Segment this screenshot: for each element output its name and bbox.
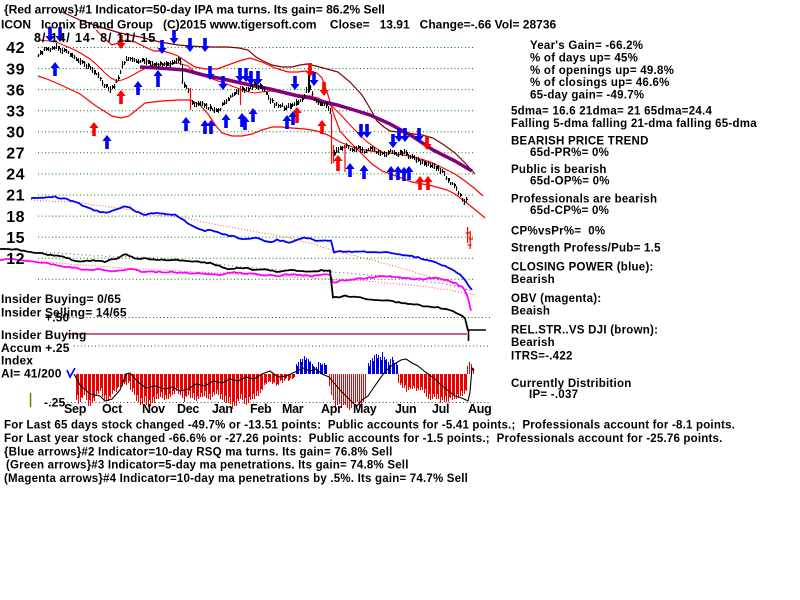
- svg-text:65d-CP%= 0%: 65d-CP%= 0%: [530, 205, 609, 217]
- svg-text:Apr: Apr: [321, 402, 342, 416]
- svg-text:Dec: Dec: [177, 402, 199, 416]
- svg-text:% of openings up= 49.8%: % of openings up= 49.8%: [530, 65, 674, 77]
- svg-text:12: 12: [6, 251, 25, 268]
- svg-text:For Last 65 days stock changed: For Last 65 days stock changed -49.7% or…: [4, 420, 735, 432]
- svg-text:27: 27: [6, 146, 25, 163]
- svg-text:Aug: Aug: [468, 402, 491, 416]
- svg-text:36: 36: [6, 82, 25, 99]
- svg-text:(Magenta arrows}#4 Indicator=1: (Magenta arrows}#4 Indicator=10-day ma p…: [4, 473, 468, 485]
- svg-text:+.50: +.50: [45, 311, 69, 325]
- svg-text:Insider Buying= 0/65: Insider Buying= 0/65: [1, 292, 121, 306]
- svg-text:BEARISH PRICE TREND: BEARISH PRICE TREND: [511, 136, 649, 148]
- svg-text:Insider Selling= 14/65: Insider Selling= 14/65: [1, 306, 127, 320]
- svg-text:(Green arrows}#3 Indicator=5-d: (Green arrows}#3 Indicator=5-day ma pene…: [6, 460, 409, 472]
- svg-text:5dma= 16.6 21dma= 21 65dma=24.: 5dma= 16.6 21dma= 21 65dma=24.4: [511, 106, 713, 118]
- svg-text:% of closings up= 46.6%: % of closings up= 46.6%: [530, 77, 670, 89]
- svg-text:33: 33: [6, 103, 25, 120]
- svg-text:30: 30: [6, 124, 25, 141]
- svg-text:24: 24: [6, 167, 25, 184]
- svg-text:{Red arrows}#1 Indicator=50-da: {Red arrows}#1 Indicator=50-day IPA ma t…: [4, 3, 385, 17]
- svg-text:8/ 14/ 14- 8/ 11/ 15: 8/ 14/ 14- 8/ 11/ 15: [34, 31, 156, 45]
- svg-text:REL.STR..VS DJI (brown):: REL.STR..VS DJI (brown):: [511, 325, 658, 337]
- svg-text:Index: Index: [1, 354, 33, 368]
- svg-text:IP= -.037: IP= -.037: [529, 389, 578, 401]
- svg-text:Accum +.25: Accum +.25: [1, 341, 70, 355]
- svg-text:OBV (magenta):: OBV (magenta):: [511, 293, 601, 305]
- svg-text:Currently Distribition: Currently Distribition: [511, 378, 632, 390]
- svg-text:AI= 41/200: AI= 41/200: [1, 367, 62, 381]
- svg-text:Professionals are bearish: Professionals are bearish: [511, 194, 657, 206]
- svg-text:Falling 5-dma falling 21-dma f: Falling 5-dma falling 21-dma falling 65-…: [511, 118, 757, 130]
- svg-text:ITRS=-.422: ITRS=-.422: [511, 351, 573, 363]
- svg-text:39: 39: [6, 61, 25, 78]
- svg-text:Sep: Sep: [64, 402, 87, 416]
- svg-text:Bearish: Bearish: [511, 337, 555, 349]
- svg-text:65d-PR%= 0%: 65d-PR%= 0%: [530, 147, 609, 159]
- svg-text:% of days up= 45%: % of days up= 45%: [530, 53, 638, 65]
- svg-text:Bearish: Bearish: [511, 274, 555, 286]
- svg-text:Jan: Jan: [212, 402, 233, 416]
- svg-text:Jun: Jun: [395, 402, 416, 416]
- svg-text:Oct: Oct: [102, 402, 123, 416]
- svg-text:-.25: -.25: [44, 396, 65, 410]
- svg-text:Beaish: Beaish: [511, 306, 550, 318]
- svg-text:For Last year stock changed -6: For Last year stock changed -66.6% or -2…: [4, 433, 723, 445]
- svg-text:Jul: Jul: [432, 402, 449, 416]
- svg-text:ICON Iconix Brand Group (C: ICON Iconix Brand Group (C)2015 www.tige…: [1, 18, 556, 32]
- svg-text:Strength Profess/Pub= 1.5: Strength Profess/Pub= 1.5: [511, 243, 661, 255]
- svg-text:Insider Buying: Insider Buying: [1, 328, 86, 342]
- svg-text:42: 42: [6, 40, 25, 57]
- svg-text:15: 15: [6, 230, 25, 247]
- svg-text:CLOSING POWER (blue):: CLOSING POWER (blue):: [511, 262, 654, 274]
- svg-text:Feb: Feb: [250, 402, 272, 416]
- svg-text:21: 21: [6, 188, 25, 205]
- svg-text:Mar: Mar: [282, 402, 304, 416]
- svg-text:CP%vsPr%= 0%: CP%vsPr%= 0%: [511, 226, 605, 238]
- svg-text:Public is bearish: Public is bearish: [511, 164, 607, 176]
- svg-text:18: 18: [6, 209, 25, 226]
- svg-text:Nov: Nov: [142, 402, 165, 416]
- svg-text:65d-OP%= 0%: 65d-OP%= 0%: [530, 176, 610, 188]
- svg-text:{Blue arrows}#2 Indicator=10-d: {Blue arrows}#2 Indicator=10-day RSQ ma …: [4, 446, 393, 458]
- svg-text:May: May: [353, 402, 377, 416]
- svg-text:Year's Gain= -66.2%: Year's Gain= -66.2%: [530, 40, 643, 52]
- svg-text:65-day gain= -49.7%: 65-day gain= -49.7%: [530, 90, 644, 102]
